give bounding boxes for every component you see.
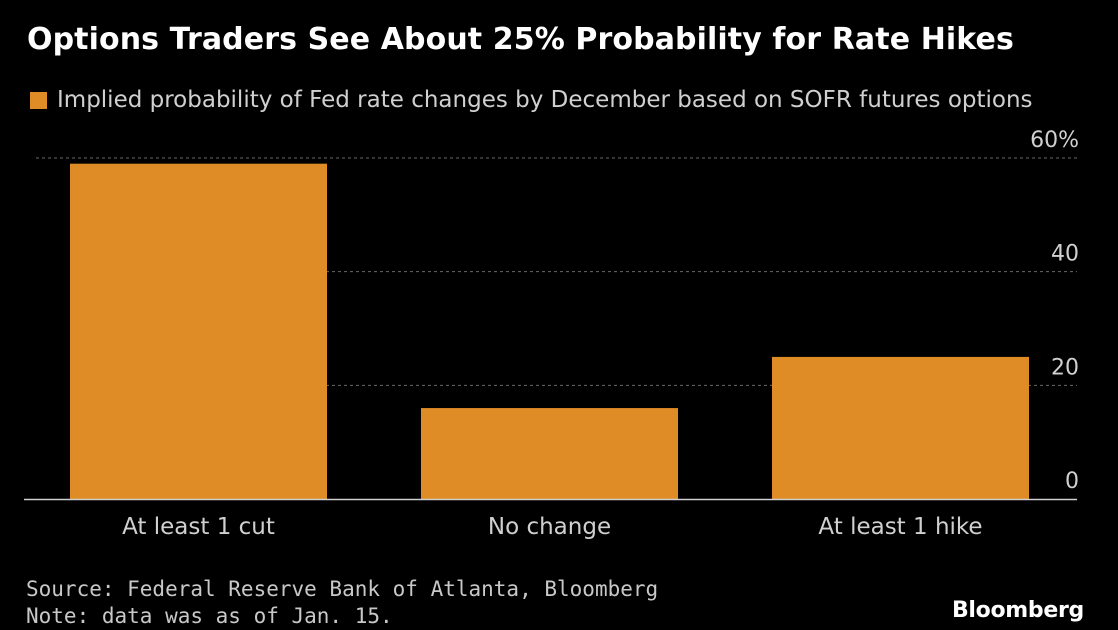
y-tick-label: 60% <box>1030 128 1079 153</box>
x-tick-label: No change <box>488 514 611 540</box>
y-tick-label: 0 <box>1065 469 1079 494</box>
bar <box>70 163 327 499</box>
footer: Source: Federal Reserve Bank of Atlanta,… <box>26 576 658 630</box>
tick-labels: 0 20 40 60% At least 1 cut No change At least … <box>122 128 1079 540</box>
y-tick-label: 40 <box>1051 242 1079 267</box>
bar-chart: 0 20 40 60% At least 1 cut No change At least … <box>24 128 1079 540</box>
data-note: Note: data was as of Jan. 15. <box>26 604 393 628</box>
bars <box>70 163 1029 499</box>
chart-title: Options Traders See About 25% Probabilit… <box>27 22 1014 57</box>
legend: Implied probability of Fed rate changes … <box>30 86 1033 114</box>
legend-swatch <box>30 91 47 109</box>
source-note: Source: Federal Reserve Bank of Atlanta,… <box>26 577 659 601</box>
legend-label: Implied probability of Fed rate changes … <box>57 87 1033 113</box>
x-tick-label: At least 1 cut <box>122 514 275 540</box>
bar <box>772 356 1029 499</box>
bar <box>421 408 678 499</box>
x-tick-label: At least 1 hike <box>818 514 982 540</box>
y-tick-label: 20 <box>1051 355 1079 380</box>
bloomberg-logo: Bloomberg <box>951 598 1084 623</box>
